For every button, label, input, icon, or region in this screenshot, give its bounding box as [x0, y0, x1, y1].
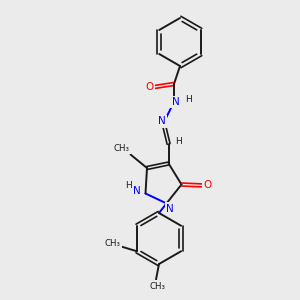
Text: H: H — [185, 94, 192, 103]
Text: N: N — [158, 116, 166, 127]
Text: CH₃: CH₃ — [113, 144, 130, 153]
Text: O: O — [145, 82, 153, 92]
Text: N: N — [133, 185, 141, 196]
Text: N: N — [166, 204, 174, 214]
Text: CH₃: CH₃ — [104, 239, 120, 248]
Text: H: H — [126, 181, 132, 190]
Text: H: H — [175, 136, 181, 146]
Text: O: O — [203, 180, 212, 190]
Text: N: N — [172, 97, 179, 107]
Text: CH₃: CH₃ — [149, 282, 166, 291]
